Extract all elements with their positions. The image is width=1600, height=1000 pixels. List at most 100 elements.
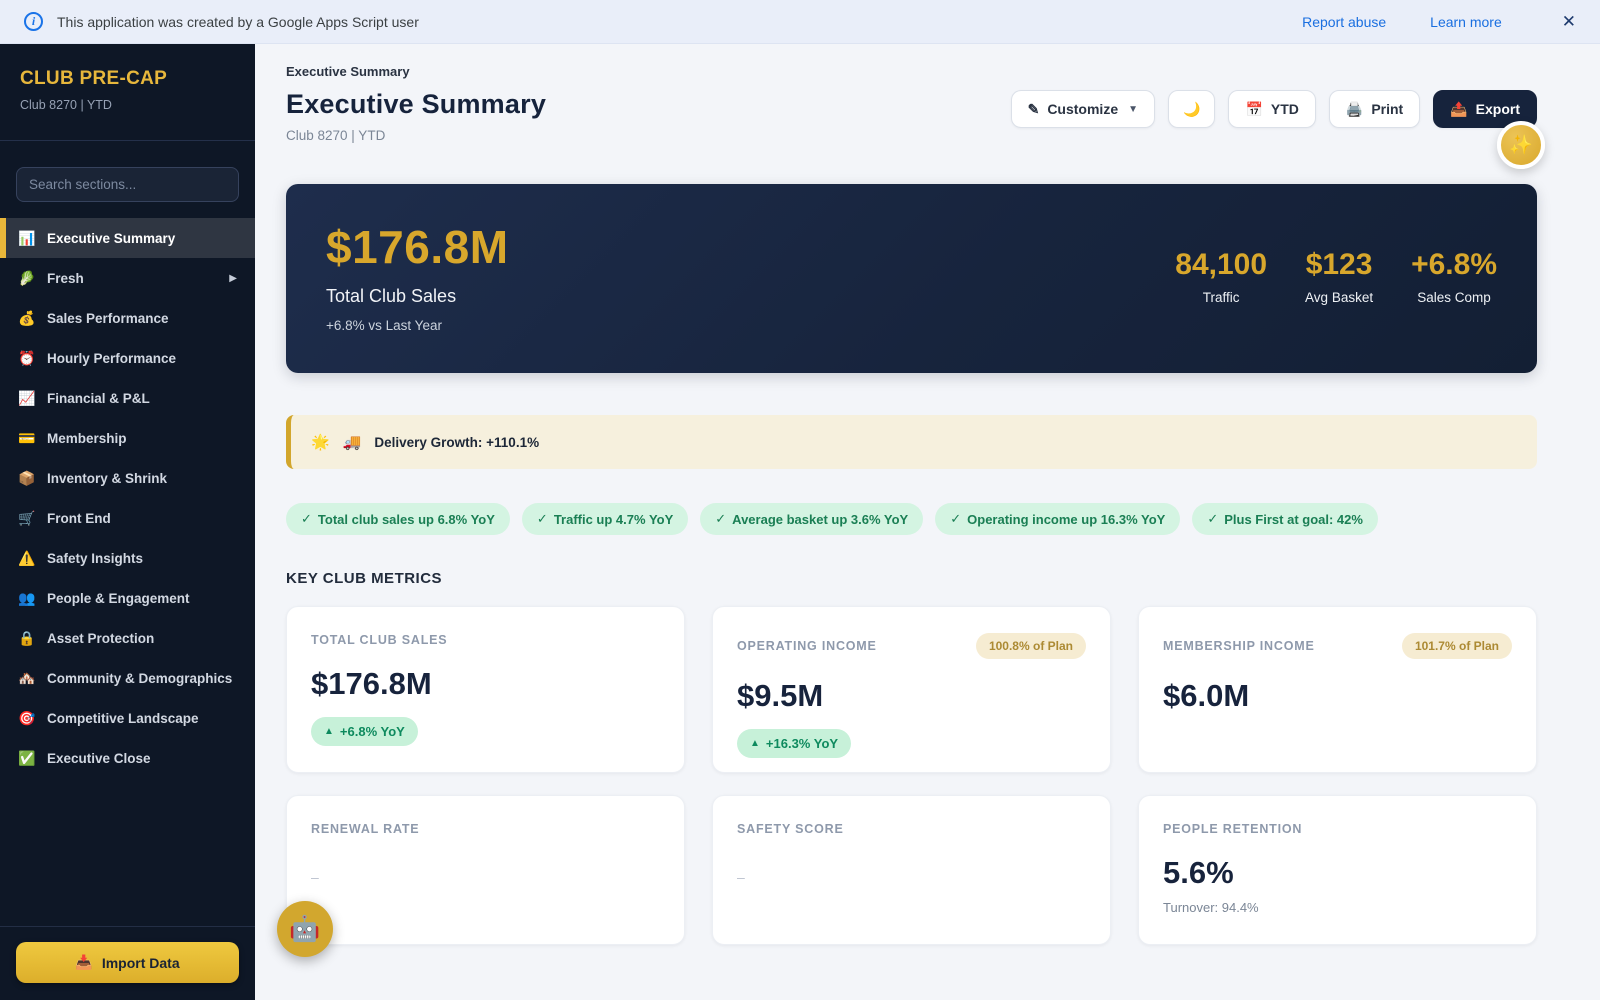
export-button[interactable]: 📤 Export — [1433, 90, 1537, 128]
metric-card-header: MEMBERSHIP INCOME 101.7% of Plan — [1163, 633, 1512, 659]
highlight-text: Traffic up 4.7% YoY — [553, 511, 674, 527]
hourly-performance-icon: ⏰ — [18, 349, 36, 366]
metric-label: OPERATING INCOME — [737, 639, 877, 653]
check-icon: ✓ — [536, 511, 548, 526]
delivery-growth-alert: 🌟 🚚 Delivery Growth: +110.1% — [286, 415, 1537, 469]
sidebar-nav: 📊 Executive Summary 🥬 Fresh ▶ 💰 Sales Performa… — [0, 214, 255, 926]
metric-card-total-club-sales: TOTAL CLUB SALES $176.8M ▲ +6.8% YoY — [286, 606, 685, 773]
sidebar-item-community-demographics[interactable]: 🏘️ Community & Demographics — [0, 658, 255, 698]
sidebar-item-label: People & Engagement — [47, 590, 190, 606]
sidebar-item-membership[interactable]: 💳 Membership — [0, 418, 255, 458]
metric-card-operating-income: OPERATING INCOME 100.8% of Plan $9.5M ▲ +16.… — [712, 606, 1111, 773]
printer-icon: 🖨️ — [1345, 100, 1364, 117]
sidebar-header: CLUB PRE-CAP Club 8270 | YTD — [0, 44, 255, 141]
delta-text: +16.3% YoY — [765, 736, 839, 751]
hero-stat-value: 84,100 — [1175, 248, 1268, 281]
sidebar-item-financial-p-l[interactable]: 📈 Financial & P&L — [0, 378, 255, 418]
metric-card-header: OPERATING INCOME 100.8% of Plan — [737, 633, 1086, 659]
close-icon[interactable]: ✕ — [1561, 11, 1576, 31]
metric-subtext: Turnover: 94.4% — [1163, 900, 1259, 915]
report-abuse-link[interactable]: Report abuse — [1302, 13, 1387, 30]
hero-stat-value: $123 — [1305, 248, 1373, 281]
sidebar-item-competitive-landscape[interactable]: 🎯 Competitive Landscape — [0, 698, 255, 738]
info-icon: i — [24, 12, 43, 31]
highlight-pill: ✓ Traffic up 4.7% YoY — [521, 503, 689, 535]
hero-stats: 84,100 Traffic $123 Avg Basket +6.8% Sales Co… — [1175, 248, 1497, 305]
sidebar-item-sales-performance[interactable]: 💰 Sales Performance — [0, 298, 255, 338]
metric-card-header: RENEWAL RATE — [311, 822, 660, 836]
search-input[interactable] — [16, 167, 239, 202]
hero-stat-label: Avg Basket — [1305, 290, 1374, 305]
metric-card-header: TOTAL CLUB SALES — [311, 633, 660, 647]
sidebar-footer: 📥 Import Data — [0, 926, 255, 1000]
metrics-grid: TOTAL CLUB SALES $176.8M ▲ +6.8% YoY OPERATI… — [286, 606, 1537, 945]
alert-text: Delivery Growth: +110.1% — [374, 434, 540, 450]
sparkles-icon: ✨ — [1509, 135, 1533, 156]
sidebar-item-hourly-performance[interactable]: ⏰ Hourly Performance — [0, 338, 255, 378]
sidebar-item-label: Hourly Performance — [47, 350, 177, 366]
triangle-up-icon: ▲ — [750, 738, 760, 749]
page-title: Executive Summary — [286, 89, 547, 119]
highlight-pill: ✓ Average basket up 3.6% YoY — [700, 503, 924, 535]
sidebar-item-executive-summary[interactable]: 📊 Executive Summary — [0, 218, 255, 258]
import-data-button[interactable]: 📥 Import Data — [16, 942, 239, 983]
highlight-text: Total club sales up 6.8% YoY — [317, 511, 495, 527]
chevron-down-icon: ▼ — [1128, 103, 1139, 115]
page-header-left: Executive Summary Executive Summary Club… — [286, 64, 546, 143]
sidebar-item-label: Financial & P&L — [47, 390, 150, 406]
period-label: YTD — [1270, 101, 1299, 117]
section-title-key-club-metrics: KEY CLUB METRICS — [286, 570, 443, 587]
assistant-fab-button[interactable]: 🤖 — [277, 901, 333, 957]
moon-icon: 🌙 — [1183, 100, 1201, 117]
highlight-pill: ✓ Total club sales up 6.8% YoY — [286, 503, 510, 535]
yoy-delta-pill: ▲ +16.3% YoY — [737, 729, 852, 758]
page-header: Executive Summary Executive Summary Club… — [286, 64, 1537, 143]
metric-value: $9.5M — [737, 678, 824, 713]
sparkle-fab-button[interactable]: ✨ — [1497, 121, 1545, 169]
metric-value: $6.0M — [1163, 678, 1250, 713]
yoy-delta-pill: ▲ +6.8% YoY — [311, 717, 418, 746]
safety-insights-icon: ⚠️ — [18, 549, 36, 566]
hero-stat-label: Sales Comp — [1417, 290, 1491, 305]
hero-total-sales-label: Total Club Sales — [326, 286, 457, 306]
sidebar-item-executive-close[interactable]: ✅ Executive Close — [0, 738, 255, 778]
sidebar-item-label: Membership — [47, 430, 127, 446]
sidebar-item-label: Competitive Landscape — [47, 710, 199, 726]
hero-total-sales-value: $176.8M — [326, 221, 509, 273]
highlight-text: Average basket up 3.6% YoY — [732, 511, 909, 527]
fresh-icon: 🥬 — [18, 269, 36, 286]
plan-badge: 101.7% of Plan — [1401, 633, 1512, 659]
theme-toggle-button[interactable]: 🌙 — [1168, 90, 1216, 128]
hero-stat-value: +6.8% — [1411, 248, 1497, 281]
import-label: Import Data — [101, 954, 180, 971]
metric-card-header: PEOPLE RETENTION — [1163, 822, 1512, 836]
community-demographics-icon: 🏘️ — [18, 669, 36, 686]
sidebar-item-fresh[interactable]: 🥬 Fresh ▶ — [0, 258, 255, 298]
competitive-landscape-icon: 🎯 — [18, 709, 36, 726]
print-button[interactable]: 🖨️ Print — [1328, 90, 1421, 128]
membership-icon: 💳 — [18, 429, 36, 446]
learn-more-link[interactable]: Learn more — [1430, 13, 1502, 30]
period-button[interactable]: 📅 YTD — [1228, 90, 1316, 128]
hero-sales-card: $176.8M Total Club Sales +6.8% vs Last Y… — [286, 184, 1537, 373]
hero-stat-avg-basket: $123 Avg Basket — [1305, 248, 1373, 305]
sidebar-item-inventory-shrink[interactable]: 📦 Inventory & Shrink — [0, 458, 255, 498]
metric-label: TOTAL CLUB SALES — [311, 633, 448, 647]
people-engagement-icon: 👥 — [18, 589, 36, 606]
check-icon: ✓ — [715, 511, 727, 526]
sidebar-item-label: Front End — [47, 510, 111, 526]
delivery-truck-icon: 🚚 — [342, 434, 362, 451]
robot-icon: 🤖 — [289, 914, 321, 943]
sidebar-item-front-end[interactable]: 🛒 Front End — [0, 498, 255, 538]
sidebar-item-people-engagement[interactable]: 👥 People & Engagement — [0, 578, 255, 618]
sidebar-item-label: Executive Summary — [47, 230, 176, 246]
metric-value: $176.8M — [311, 666, 432, 701]
customize-button[interactable]: ✎ Customize ▼ — [1010, 90, 1156, 128]
glowing-star-icon: 🌟 — [311, 434, 330, 451]
metric-card-safety-score: SAFETY SCORE – — [712, 795, 1111, 945]
asset-protection-icon: 🔒 — [18, 629, 36, 646]
page-subtitle: Club 8270 | YTD — [286, 128, 386, 143]
metric-label: RENEWAL RATE — [311, 822, 420, 836]
sidebar-item-asset-protection[interactable]: 🔒 Asset Protection — [0, 618, 255, 658]
sidebar-item-safety-insights[interactable]: ⚠️ Safety Insights — [0, 538, 255, 578]
